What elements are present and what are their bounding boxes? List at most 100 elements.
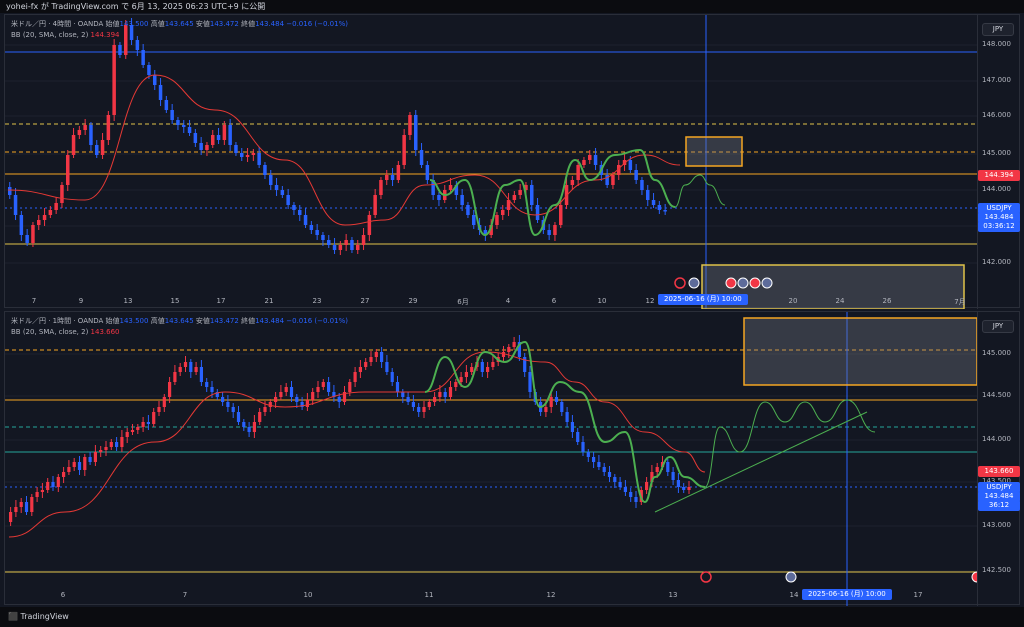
candle-body — [89, 125, 93, 145]
candle-body — [607, 472, 612, 477]
low-label: 安値 — [195, 20, 210, 28]
price-axis-4h[interactable]: JPY 148.000 147.000 146.000 145.000 144.000 1… — [977, 15, 1021, 309]
time-tick-label: 11 — [424, 591, 434, 599]
candle-body — [19, 502, 23, 507]
candle-body — [327, 382, 331, 392]
plot-area-4h[interactable]: 米ドル／円 · 4時間 · OANDA 始値143.500 高値143.645 … — [5, 15, 977, 309]
event-icon — [761, 277, 773, 289]
candle-body — [460, 195, 464, 205]
footer-brand: TradingView — [20, 612, 69, 621]
candle-body — [401, 392, 405, 397]
candle-body — [327, 240, 331, 245]
candle-body — [67, 467, 71, 472]
candle-body — [618, 482, 622, 487]
candle-body — [560, 402, 564, 412]
candle-body — [170, 110, 174, 120]
candle-body — [157, 407, 161, 412]
candle-body — [305, 400, 309, 407]
price-tick-label: 143.000 — [982, 521, 1011, 529]
chart-pane-1h[interactable]: 米ドル／円 · 1時間 · OANDA 始値143.500 高値143.645 … — [4, 311, 1021, 606]
chart-pane-4h[interactable]: 米ドル／円 · 4時間 · OANDA 始値143.500 高値143.645 … — [4, 14, 1021, 309]
high-value: 143.645 — [164, 20, 194, 28]
candle-body — [645, 482, 649, 490]
time-tick-label: 6月 — [457, 298, 469, 306]
time-tick-label: 21 — [264, 297, 274, 305]
candle-body — [279, 392, 283, 397]
candle-body — [95, 145, 99, 155]
candle-body — [586, 452, 590, 457]
candle-body — [100, 140, 105, 155]
candle-body — [115, 442, 119, 447]
candle-body — [211, 135, 215, 145]
candle-body — [570, 422, 574, 432]
candle-body — [501, 352, 506, 357]
close-value: 143.484 — [255, 20, 285, 28]
candle-body — [559, 205, 563, 225]
candle-body — [530, 185, 534, 205]
candle-body — [178, 367, 182, 372]
candle-body — [553, 225, 557, 235]
candle-body — [353, 372, 357, 382]
candle-body — [337, 397, 341, 402]
price-tag-last: 143.484 — [978, 212, 1020, 223]
event-icon — [737, 277, 749, 289]
candle-body — [454, 185, 459, 195]
candle-body — [367, 215, 372, 235]
time-tick-label: 17 — [216, 297, 226, 305]
candle-body — [651, 200, 656, 205]
candle-body — [40, 490, 44, 492]
legend-bb-1h[interactable]: BB (20, SMA, close, 2) 143.660 — [11, 327, 120, 337]
candle-body — [130, 430, 135, 432]
plot-area-1h[interactable]: 米ドル／円 · 1時間 · OANDA 始値143.500 高値143.645 … — [5, 312, 977, 606]
price-chart-1h[interactable] — [5, 312, 977, 606]
event-icon — [971, 571, 977, 583]
candle-body — [634, 497, 638, 502]
pattern-wave — [429, 148, 676, 237]
candle-body — [622, 160, 627, 165]
candle-body — [466, 205, 470, 215]
candle-body — [129, 25, 134, 40]
currency-button[interactable]: JPY — [982, 320, 1014, 333]
change-value: −0.016 (−0.01%) — [286, 317, 348, 325]
candle-body — [657, 205, 662, 210]
open-label: 始値 — [105, 317, 120, 325]
projection-wave — [704, 399, 876, 488]
candle-body — [364, 362, 368, 367]
legend-ohlc-4h: 米ドル／円 · 4時間 · OANDA 始値143.500 高値143.645 … — [11, 19, 348, 29]
candle-body — [528, 372, 532, 392]
candle-body — [247, 427, 251, 432]
price-tick-label: 146.000 — [982, 111, 1011, 119]
candle-body — [118, 45, 122, 55]
candle-body — [30, 497, 34, 512]
candle-body — [93, 452, 97, 462]
candle-body — [222, 125, 227, 140]
candle-body — [406, 397, 410, 402]
candle-body — [268, 402, 272, 407]
low-value: 143.472 — [209, 20, 239, 28]
candle-body — [380, 352, 384, 362]
candle-body — [628, 160, 633, 170]
low-label: 安値 — [195, 317, 210, 325]
candle-body — [547, 230, 551, 235]
legend-bb-4h[interactable]: BB (20, SMA, close, 2) 144.394 — [11, 30, 120, 40]
candle-body — [289, 387, 294, 397]
price-axis-1h[interactable]: JPY 145.000 144.500 144.000 143.500 143.000 1… — [977, 312, 1021, 606]
price-chart-4h[interactable] — [5, 15, 977, 309]
candle-body — [425, 165, 430, 180]
time-tick-label: 12 — [546, 591, 556, 599]
price-tag-timer: 36:12 — [978, 500, 1020, 511]
currency-button[interactable]: JPY — [982, 23, 1014, 36]
candle-body — [385, 175, 389, 180]
candle-body — [617, 165, 621, 175]
candle-body — [147, 65, 151, 75]
legend-ohlc-1h: 米ドル／円 · 1時間 · OANDA 始値143.500 高値143.645 … — [11, 316, 348, 326]
high-label: 高値 — [150, 20, 165, 28]
zone-box — [685, 136, 743, 167]
candle-body — [576, 432, 580, 442]
candle-body — [374, 352, 378, 357]
candle-body — [417, 407, 421, 412]
time-tick-label: 10 — [597, 297, 607, 305]
candle-body — [234, 145, 238, 153]
candle-body — [88, 457, 92, 462]
close-label: 終値 — [241, 317, 256, 325]
